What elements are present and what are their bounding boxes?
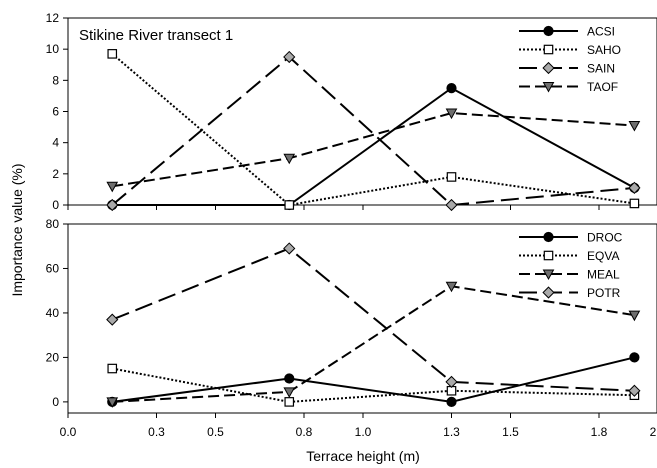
bottom-series-droc <box>107 352 640 407</box>
legend-marker-sain <box>542 61 555 75</box>
top-series-line-sain <box>111 55 635 207</box>
bottom-point-meal <box>283 387 296 398</box>
top-series-line-acsi <box>112 86 635 206</box>
bottom-y-tick-label: 0 <box>52 395 59 409</box>
x-axis: 0.0 0.3 0.5 0.8 1.0 1.3 1.5 1.8 2.0 <box>60 425 657 439</box>
legend-marker-droc <box>543 231 554 243</box>
top-point-sain <box>445 198 458 212</box>
top-series-acsi <box>107 83 640 211</box>
legend-label-eqva: EQVA <box>587 249 619 263</box>
bottom-plot-frame <box>67 223 657 414</box>
legend-marker-taof <box>542 82 555 93</box>
bottom-series-potr <box>106 242 641 397</box>
bottom-series-line-droc <box>112 356 635 403</box>
bottom-y-tick-label: 40 <box>46 306 60 320</box>
legend-marker-acsi <box>543 25 554 37</box>
bottom-series-line-meal <box>112 285 635 403</box>
bottom-point-potr <box>106 313 119 326</box>
bottom-series-meal <box>106 281 641 408</box>
x-tick-label: 0.8 <box>296 425 313 439</box>
top-point-acsi <box>446 83 457 94</box>
top-series-line-saho <box>111 53 635 207</box>
top-point-saho <box>446 172 457 182</box>
top-point-saho <box>284 200 295 210</box>
top-y-tick-label: 10 <box>46 42 60 56</box>
x-axis-label: Terrace height (m) <box>306 448 420 464</box>
top-y-tick-label: 2 <box>52 167 59 181</box>
top-series-taof <box>106 108 641 193</box>
bottom-point-droc <box>629 352 640 363</box>
top-y-tick-label: 6 <box>52 105 59 119</box>
legend-marker-meal <box>542 269 555 281</box>
legend-label-saho: SAHO <box>587 43 621 57</box>
bottom-point-droc <box>446 396 457 407</box>
top-point-taof <box>283 153 296 165</box>
x-tick-label: 0.0 <box>60 425 77 439</box>
top-series-line-taof <box>112 112 635 188</box>
top-point-saho <box>107 49 118 59</box>
legend-marker-saho <box>543 44 554 55</box>
x-tick-label: 2.0 <box>650 425 657 439</box>
bottom-point-meal <box>445 281 458 293</box>
x-tick-label: 1.3 <box>443 425 460 439</box>
bottom-point-eqva <box>107 363 118 374</box>
legend-marker-potr <box>542 286 555 299</box>
top-y-tick-label: 0 <box>52 198 59 212</box>
top-point-taof <box>628 121 641 132</box>
bottom-series-line-potr <box>111 247 635 392</box>
top-point-taof <box>445 108 458 120</box>
top-point-sain <box>283 50 296 64</box>
x-tick-label: 0.3 <box>148 425 165 439</box>
bottom-point-potr <box>445 375 458 388</box>
legend-label-meal: MEAL <box>587 268 620 282</box>
x-tick-label: 0.5 <box>207 425 224 439</box>
bottom-series-line-eqva <box>112 367 635 403</box>
legend-label-potr: POTR <box>587 286 621 300</box>
top-point-saho <box>629 198 640 209</box>
bottom-y-tick-label: 60 <box>46 261 60 275</box>
top-point-taof <box>106 181 119 193</box>
y-axis-label: Importance value (%) <box>9 163 25 296</box>
top-point-sain <box>106 198 119 212</box>
bottom-point-eqva <box>284 397 295 407</box>
bottom-y-tick-label: 20 <box>46 350 60 364</box>
top-plot-frame <box>67 17 657 206</box>
bottom-y-tick-label: 80 <box>46 217 60 231</box>
top-legend: ACSI SAHO SAIN TAOF <box>519 25 621 94</box>
x-tick-label: 1.0 <box>355 425 372 439</box>
top-y-tick-label: 4 <box>52 136 59 150</box>
legend-marker-eqva <box>543 250 554 261</box>
top-panel: 0 2 4 6 8 10 12 Stikine River transect 1 ACSI SAH… <box>46 11 657 212</box>
legend-label-sain: SAIN <box>587 62 615 76</box>
x-tick-label: 1.5 <box>502 425 519 439</box>
top-point-sain <box>628 181 641 194</box>
bottom-panel: 0 20 40 60 80 DROC EQVA MEAL POTR <box>46 217 657 418</box>
legend-label-taof: TAOF <box>587 80 618 94</box>
top-panel-title: Stikine River transect 1 <box>79 27 233 44</box>
bottom-legend: DROC EQVA MEAL POTR <box>519 231 623 300</box>
top-y-tick-label: 8 <box>52 73 59 87</box>
top-y-tick-label: 12 <box>46 11 60 25</box>
legend-label-acsi: ACSI <box>587 25 615 39</box>
bottom-point-potr <box>283 242 296 255</box>
legend-label-droc: DROC <box>587 231 623 245</box>
bottom-series-eqva <box>107 363 640 407</box>
top-series-sain <box>106 50 641 212</box>
bottom-point-droc <box>284 373 295 384</box>
bottom-point-potr <box>628 384 641 397</box>
top-series-saho <box>107 49 640 210</box>
bottom-point-meal <box>106 397 119 408</box>
x-tick-label: 1.8 <box>591 425 608 439</box>
bottom-point-meal <box>628 310 641 322</box>
